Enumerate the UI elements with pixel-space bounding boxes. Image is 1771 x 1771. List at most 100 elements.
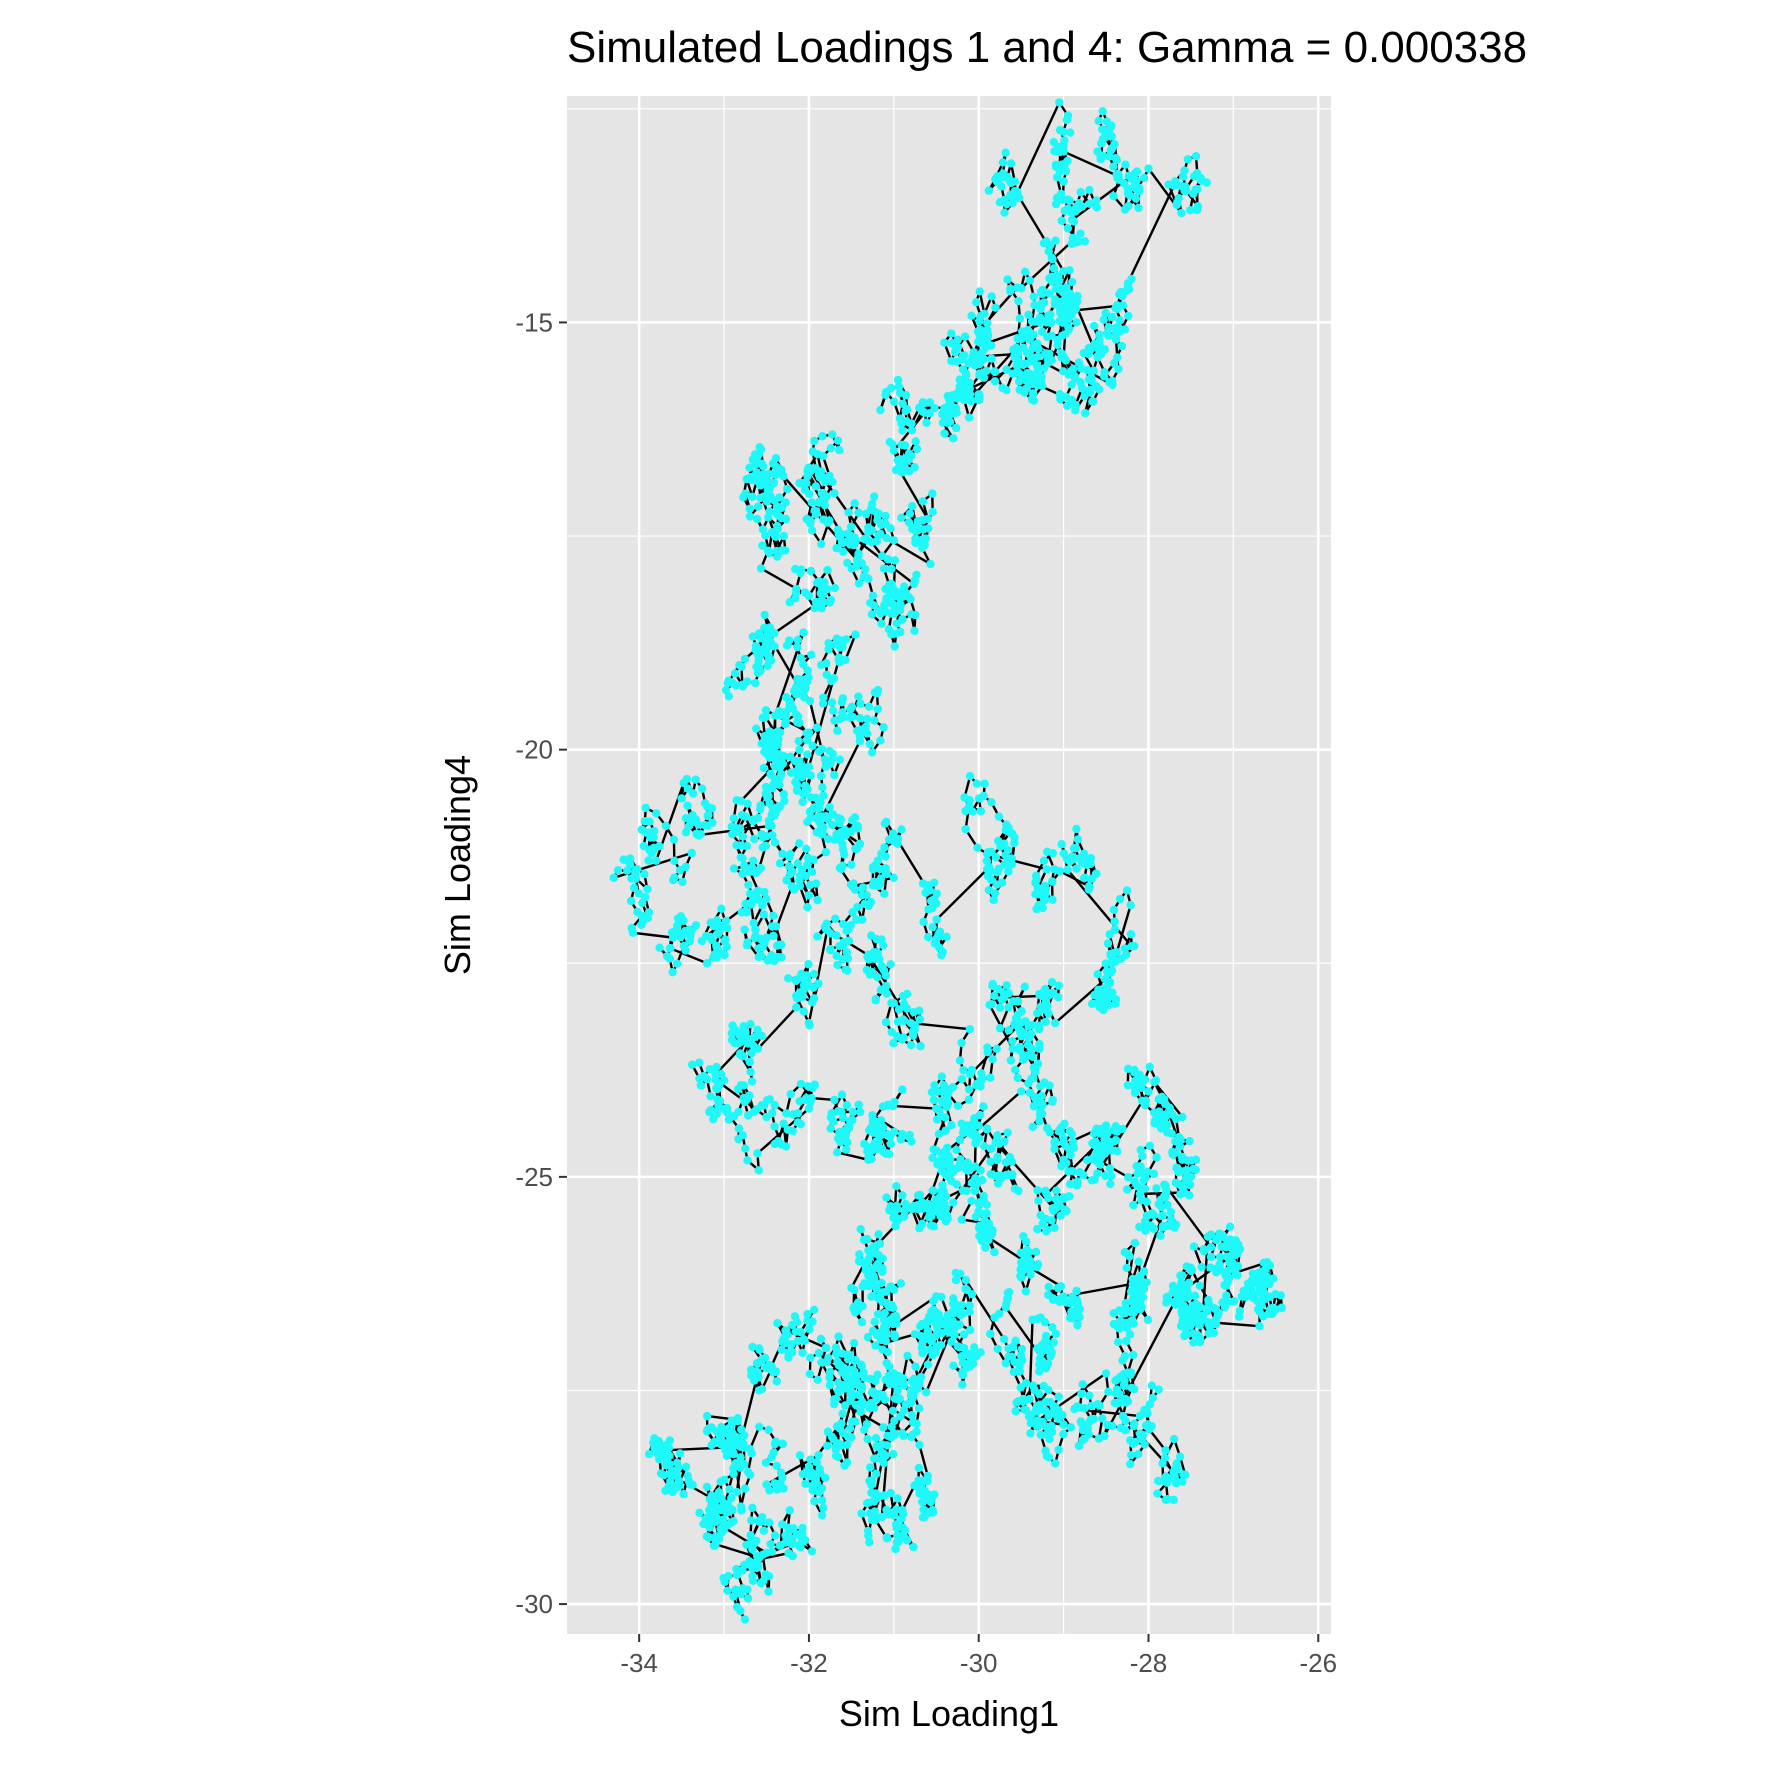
data-point: [1181, 182, 1190, 191]
data-point: [874, 509, 884, 519]
path-segment: [901, 1484, 916, 1511]
data-point: [889, 536, 899, 545]
data-point: [876, 609, 885, 618]
data-point: [772, 546, 781, 556]
data-point: [1036, 299, 1046, 309]
data-point: [826, 595, 836, 605]
data-point: [904, 518, 914, 527]
data-point: [1095, 330, 1104, 339]
data-point: [812, 723, 822, 732]
data-point: [1063, 195, 1073, 204]
data-point: [737, 662, 746, 671]
data-point: [1033, 352, 1043, 361]
data-point: [1139, 173, 1149, 183]
data-point: [1164, 180, 1173, 189]
data-point: [1068, 277, 1077, 287]
data-point: [980, 309, 989, 319]
data-point: [1092, 343, 1102, 353]
path-segment: [918, 1444, 929, 1477]
data-point: [987, 292, 996, 301]
data-point: [980, 339, 990, 349]
data-point: [860, 564, 870, 574]
data-point: [987, 354, 996, 363]
data-point: [982, 366, 991, 376]
path-segment: [715, 1543, 760, 1559]
data-point: [1070, 374, 1080, 383]
data-point: [1183, 155, 1193, 164]
data-point: [943, 391, 952, 401]
data-point: [818, 432, 827, 441]
data-point: [881, 387, 891, 397]
data-point: [808, 741, 817, 751]
path-segment: [897, 467, 929, 520]
data-point: [889, 446, 899, 455]
data-point: [952, 394, 961, 403]
data-point: [867, 610, 877, 619]
data-point: [869, 601, 879, 610]
data-point: [785, 598, 794, 607]
data-point: [910, 626, 919, 635]
data-point: [815, 597, 825, 606]
data-point: [1002, 199, 1012, 209]
data-point: [1034, 376, 1044, 386]
data-point: [1030, 300, 1039, 310]
data-point: [1202, 178, 1211, 187]
data-point: [804, 673, 813, 682]
data-point: [816, 771, 826, 781]
data-point: [1085, 185, 1094, 195]
data-point: [973, 395, 982, 404]
data-point: [742, 474, 751, 484]
path-segment: [844, 634, 857, 661]
data-point: [1094, 116, 1103, 126]
data-point: [825, 471, 834, 481]
data-point: [891, 592, 901, 601]
path-segment: [935, 868, 989, 921]
data-point: [799, 628, 808, 637]
data-point: [756, 647, 765, 656]
data-point: [1112, 155, 1122, 165]
data-point: [1177, 208, 1186, 218]
data-point: [1110, 358, 1119, 368]
data-point: [828, 430, 837, 439]
data-point: [960, 332, 970, 341]
data-point: [1039, 239, 1049, 248]
data-point: [911, 437, 920, 446]
data-point: [723, 679, 732, 688]
data-point: [1015, 314, 1025, 323]
data-point: [1086, 385, 1095, 395]
data-point: [1046, 318, 1055, 328]
data-point: [774, 511, 783, 520]
data-point: [974, 337, 983, 346]
data-point: [1032, 361, 1042, 370]
data-point: [833, 525, 843, 535]
data-point: [758, 461, 768, 471]
data-point: [781, 716, 791, 726]
data-point: [1174, 193, 1183, 203]
data-point: [1110, 139, 1119, 149]
data-point: [991, 303, 1000, 312]
data-point: [964, 358, 973, 368]
data-point: [758, 713, 767, 722]
data-point: [922, 418, 931, 427]
data-point: [1022, 384, 1031, 393]
data-point: [881, 584, 890, 594]
path-segment: [760, 567, 810, 597]
data-point: [867, 499, 877, 509]
data-point: [1053, 142, 1062, 152]
data-point: [905, 466, 914, 476]
data-point: [820, 755, 830, 764]
data-point: [1069, 217, 1079, 226]
data-point: [1109, 191, 1118, 201]
data-point: [951, 348, 960, 357]
data-point: [1036, 318, 1045, 327]
data-point: [1003, 275, 1012, 284]
data-point: [1114, 175, 1124, 185]
data-point: [1051, 199, 1061, 209]
data-point: [1055, 316, 1064, 326]
data-point: [1014, 377, 1024, 386]
path-segment: [910, 1021, 970, 1031]
data-point: [898, 426, 907, 435]
data-point: [1060, 136, 1069, 145]
data-point: [1076, 188, 1085, 197]
